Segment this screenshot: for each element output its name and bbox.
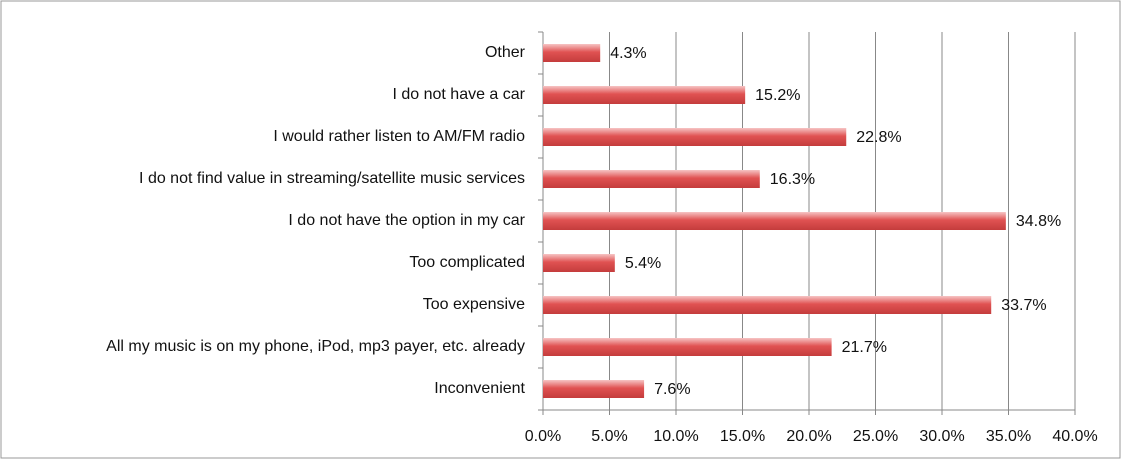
x-tick-label: 0.0% bbox=[525, 428, 561, 445]
value-label: 5.4% bbox=[625, 255, 661, 272]
bar bbox=[543, 338, 832, 356]
x-tick-label: 40.0% bbox=[1052, 428, 1097, 445]
bar bbox=[543, 380, 645, 398]
y-tick-label: I do not have the option in my car bbox=[288, 212, 525, 229]
bar bbox=[543, 86, 746, 104]
bar bbox=[543, 296, 992, 314]
x-tick-label: 30.0% bbox=[919, 428, 964, 445]
y-tick-label: Too complicated bbox=[409, 254, 525, 271]
y-tick-label: I do not have a car bbox=[392, 86, 525, 103]
y-tick-label: I would rather listen to AM/FM radio bbox=[273, 128, 525, 145]
y-tick-label: All my music is on my phone, iPod, mp3 p… bbox=[106, 338, 525, 355]
x-tick-label: 35.0% bbox=[986, 428, 1031, 445]
value-label: 22.8% bbox=[856, 129, 901, 146]
value-label: 4.3% bbox=[610, 45, 646, 62]
value-label: 16.3% bbox=[770, 171, 815, 188]
y-tick-label: Too expensive bbox=[423, 296, 525, 313]
bar bbox=[543, 170, 760, 188]
bar bbox=[543, 254, 615, 272]
bar bbox=[543, 44, 601, 62]
value-label: 34.8% bbox=[1016, 213, 1061, 230]
y-tick-label: I do not find value in streaming/satelli… bbox=[139, 170, 525, 187]
bar bbox=[543, 128, 847, 146]
x-tick-label: 10.0% bbox=[653, 428, 698, 445]
value-label: 33.7% bbox=[1001, 297, 1046, 314]
value-label: 15.2% bbox=[755, 87, 800, 104]
x-tick-label: 25.0% bbox=[853, 428, 898, 445]
x-tick-label: 15.0% bbox=[720, 428, 765, 445]
value-label: 7.6% bbox=[654, 381, 690, 398]
y-tick-label: Inconvenient bbox=[434, 380, 525, 397]
x-tick-label: 20.0% bbox=[786, 428, 831, 445]
value-label: 21.7% bbox=[842, 339, 887, 356]
x-tick-label: 5.0% bbox=[591, 428, 627, 445]
y-tick-label: Other bbox=[485, 44, 526, 61]
bar bbox=[543, 212, 1006, 230]
